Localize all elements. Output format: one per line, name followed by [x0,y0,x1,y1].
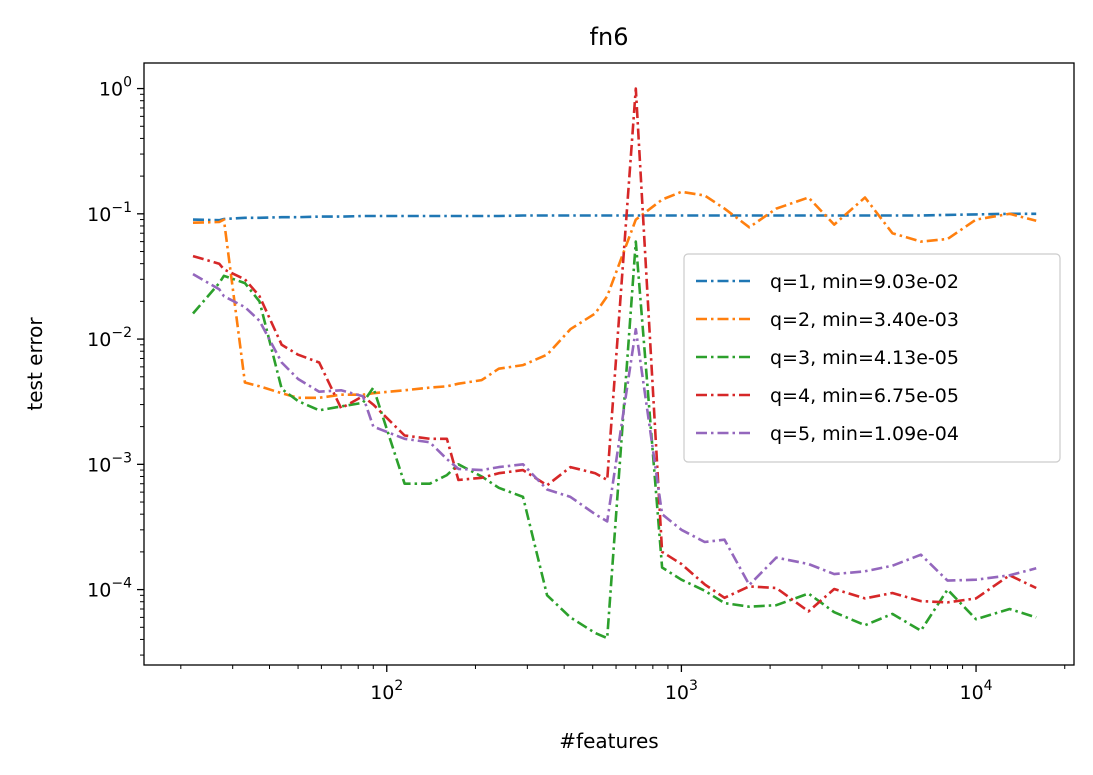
plot-area [192,87,1037,640]
y-axis-label: test error [23,317,47,411]
plot-frame [143,62,1075,666]
series-line-q3 [192,240,1037,640]
axis-ticks: 102 103 104 100 10−1 10−2 10−3 10−4 [87,75,1066,704]
legend-entry: q=1, min=9.03e-02 [770,271,959,293]
y-tick-label: 10−1 [87,200,132,226]
legend-entry: q=4, min=6.75e-05 [770,385,959,407]
legend: q=1, min=9.03e-02 q=2, min=3.40e-03 q=3, m… [683,253,1061,463]
y-tick-label: 10−4 [87,576,132,602]
series-line-q5 [192,272,1037,587]
x-tick-label: 103 [665,678,698,704]
series-line-q4 [192,87,1037,613]
x-tick-label: 104 [959,678,992,704]
series-line-q2 [192,190,1037,400]
x-axis-label: #features [559,729,658,753]
series-line-q1 [192,212,1037,222]
y-tick-label: 10−3 [87,450,132,476]
y-tick-label: 10−2 [87,325,132,351]
x-tick-label: 102 [370,678,403,704]
legend-entry: q=2, min=3.40e-03 [770,309,959,331]
chart-title: fn6 [590,23,629,51]
y-tick-label: 100 [99,75,132,101]
legend-box [683,253,1061,463]
legend-entry: q=5, min=1.09e-04 [770,423,959,445]
legend-entry: q=3, min=4.13e-05 [770,347,959,369]
